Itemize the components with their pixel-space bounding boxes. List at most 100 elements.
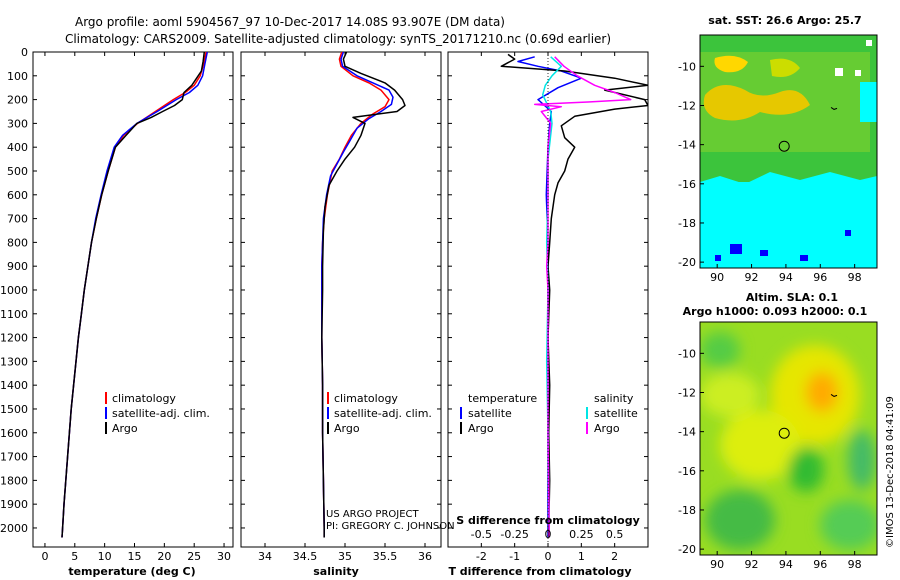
- map-y-tick-label: -12: [678, 99, 696, 112]
- sst-front: [700, 172, 877, 190]
- s-tick-label: 0.25: [569, 528, 594, 541]
- legend-swatch-s-argo: [586, 422, 588, 434]
- temperature-legend: climatology satellite-adj. clim. Argo: [105, 392, 210, 435]
- depth-tick-label: 100: [7, 70, 28, 83]
- sla-low: [788, 448, 824, 492]
- depth-tick-label: 1800: [0, 474, 28, 487]
- x-tick-label: -1: [509, 550, 520, 563]
- series-line-argo: [61, 52, 206, 538]
- map-x-tick-label: 92: [745, 271, 759, 284]
- pi-credit: PI: GREGORY C. JOHNSON: [326, 521, 455, 532]
- sst-cold-pixels: [730, 244, 742, 254]
- sst-cool-water: [700, 182, 877, 268]
- map-y-tick-label: -16: [678, 178, 696, 191]
- legend-swatch-satellite: [105, 407, 107, 419]
- map-y-tick-label: -20: [678, 543, 696, 556]
- s-tick-label: 0: [545, 528, 552, 541]
- map-x-tick-label: 92: [745, 558, 759, 571]
- argo-position-marker: [778, 140, 790, 152]
- x-axis-ticks: 0 5 10 15 20 25 30 34 34.5 35 35.5 36 -2 -1 0 1 2 -0.5 -0.…: [41, 52, 623, 563]
- salinity-panel: [240, 51, 442, 548]
- s-tick-label: -0.25: [500, 528, 528, 541]
- map-y-tick-label: -10: [678, 347, 696, 360]
- legend-satellite: satellite-adj. clim.: [112, 407, 210, 420]
- legend-swatch-climatology: [327, 392, 329, 404]
- x-tick-label: 0: [545, 550, 552, 563]
- track-marker: [830, 106, 838, 110]
- legend-t-argo: Argo: [468, 422, 494, 435]
- salinity-legend: climatology satellite-adj. clim. Argo: [327, 392, 432, 435]
- x-tick-label: 25: [187, 550, 201, 563]
- sla-high: [720, 410, 800, 480]
- legend-temperature-title: temperature: [468, 392, 537, 405]
- x-tick-label: 0: [41, 550, 48, 563]
- temperature-panel: [32, 51, 234, 548]
- depth-tick-label: 1300: [0, 355, 28, 368]
- map-x-tick-label: 94: [779, 558, 793, 571]
- legend-climatology: climatology: [112, 392, 176, 405]
- temperature-xlabel: temperature (deg C): [68, 565, 195, 578]
- figure-subtitle: Climatology: CARS2009. Satellite-adjuste…: [65, 32, 611, 46]
- depth-tick-label: 1100: [0, 308, 28, 321]
- depth-tick-label: 1600: [0, 427, 28, 440]
- legend-s-argo: Argo: [594, 422, 620, 435]
- salinity-xlabel: salinity: [313, 565, 359, 578]
- sst-map-image: [700, 35, 877, 268]
- map-x-tick-label: 98: [848, 271, 862, 284]
- map-y-tick-label: -12: [678, 386, 696, 399]
- depth-tick-label: 600: [7, 189, 28, 202]
- depth-tick-label: 1900: [0, 498, 28, 511]
- map-x-tick-label: 90: [710, 271, 724, 284]
- map-y-tick-label: -18: [678, 504, 696, 517]
- sst-patch-4: [860, 82, 877, 122]
- legend-s-satellite: satellite: [594, 407, 638, 420]
- depth-tick-label: 1200: [0, 332, 28, 345]
- map-y-tick-label: -14: [678, 139, 696, 152]
- difference-plot: [500, 53, 648, 538]
- legend-argo: Argo: [334, 422, 360, 435]
- x-tick-label: 10: [98, 550, 112, 563]
- sla-low: [848, 430, 876, 490]
- x-tick-label: 1: [578, 550, 585, 563]
- map-y-tick-label: -14: [678, 426, 696, 439]
- depth-tick-label: 1500: [0, 403, 28, 416]
- map-x-tick-label: 94: [779, 271, 793, 284]
- map-y-tick-label: -18: [678, 217, 696, 230]
- x-tick-label: -2: [476, 550, 487, 563]
- map-x-tick-label: 96: [813, 271, 827, 284]
- sla-map-image: [700, 322, 877, 555]
- legend-swatch-t-argo: [460, 422, 462, 434]
- sla-map-title: Altim. SLA: 0.1: [746, 291, 838, 304]
- map-y-tick-label: -20: [678, 256, 696, 269]
- map-x-tick-label: 96: [813, 558, 827, 571]
- s-tick-label: 0.5: [606, 528, 624, 541]
- sla-high: [700, 373, 760, 417]
- legend-t-satellite: satellite: [468, 407, 512, 420]
- sst-cold-pixels: [800, 255, 808, 261]
- argo-position-marker: [778, 427, 790, 439]
- legend-salinity-title: salinity: [594, 392, 634, 405]
- legend-swatch-satellite: [327, 407, 329, 419]
- sst-cold-pixels: [715, 255, 721, 261]
- series-line-satellite-adj-clim-: [321, 52, 394, 538]
- depth-tick-label: 2000: [0, 522, 28, 535]
- sst-gap: [855, 70, 861, 76]
- depth-tick-label: 1000: [0, 284, 28, 297]
- sla-map-axes: 90 92 94 96 98 -10 -12 -14 -16 -18 -20: [678, 347, 862, 571]
- depth-tick-label: 500: [7, 165, 28, 178]
- x-tick-label: 34: [258, 550, 272, 563]
- series-line-climatology: [321, 52, 390, 538]
- difference-legend: temperature satellite Argo salinity sate…: [460, 392, 638, 435]
- s-tick-label: -0.5: [471, 528, 492, 541]
- sst-gap: [835, 68, 843, 76]
- s-difference-label: S difference from climatology: [456, 514, 640, 527]
- sst-map-markers: [778, 106, 838, 152]
- sst-cold-pixels: [760, 250, 768, 256]
- depth-tick-label: 800: [7, 236, 28, 249]
- depth-tick-label: 300: [7, 117, 28, 130]
- x-tick-label: 35: [338, 550, 352, 563]
- sst-gap: [866, 40, 872, 46]
- x-tick-label: 2: [611, 550, 618, 563]
- sst-patch-1: [703, 85, 810, 121]
